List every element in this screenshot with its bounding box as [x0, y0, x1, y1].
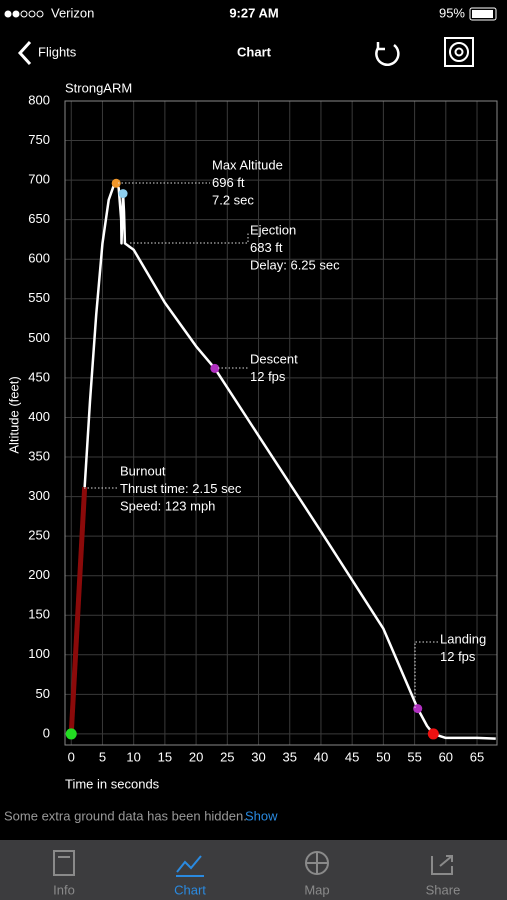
nav-title: Chart	[237, 44, 272, 59]
y-tick-label: 250	[28, 528, 50, 543]
x-tick-label: 40	[314, 749, 328, 764]
x-tick-label: 50	[376, 749, 390, 764]
annotation: Speed: 123 mph	[120, 498, 215, 513]
tab-info[interactable]: Info	[53, 882, 75, 897]
annotation: Descent	[250, 351, 298, 366]
annotation: Delay: 6.25 sec	[250, 257, 340, 272]
y-tick-label: 600	[28, 251, 50, 266]
tab-bar	[0, 840, 507, 900]
battery-text: 95%	[439, 5, 465, 20]
event-marker	[118, 189, 128, 199]
y-tick-label: 450	[28, 369, 50, 384]
battery-icon	[469, 7, 497, 21]
event-marker	[65, 728, 77, 740]
annotation: Max Altitude	[212, 157, 283, 172]
back-button[interactable]: Flights	[38, 44, 77, 59]
refresh-arrow	[376, 42, 385, 51]
y-tick-label: 0	[43, 725, 50, 740]
event-marker	[111, 178, 121, 188]
carrier: Verizon	[51, 5, 94, 20]
annotation: Landing	[440, 631, 486, 646]
leader-line	[130, 233, 249, 244]
x-tick-label: 0	[68, 749, 75, 764]
x-tick-label: 55	[407, 749, 421, 764]
y-tick-label: 100	[28, 646, 50, 661]
show-link[interactable]: Show	[245, 808, 278, 823]
x-tick-label: 20	[189, 749, 203, 764]
y-tick-label: 200	[28, 567, 50, 582]
y-tick-label: 650	[28, 211, 50, 226]
annotation: Thrust time: 2.15 sec	[120, 481, 242, 496]
annotation: 683 ft	[250, 240, 283, 255]
x-tick-label: 10	[126, 749, 140, 764]
y-tick-label: 500	[28, 330, 50, 345]
x-tick-label: 5	[99, 749, 106, 764]
x-tick-label: 60	[439, 749, 453, 764]
chart-title: StrongARM	[65, 80, 132, 95]
annotation: 12 fps	[250, 369, 286, 384]
annotation: Ejection	[250, 222, 296, 237]
y-tick-label: 400	[28, 409, 50, 424]
flight-line	[83, 182, 496, 740]
tab-share[interactable]: Share	[426, 882, 461, 897]
tab-chart[interactable]: Chart	[174, 882, 206, 897]
y-tick-label: 750	[28, 132, 50, 147]
y-tick-label: 150	[28, 607, 50, 622]
annotation: 7.2 sec	[212, 192, 254, 207]
back-icon[interactable]	[17, 40, 32, 66]
event-marker	[427, 728, 439, 740]
y-tick-label: 50	[36, 686, 50, 701]
y-tick-label: 800	[28, 92, 50, 107]
x-tick-label: 25	[220, 749, 234, 764]
battery-level	[472, 10, 493, 18]
leader-line	[414, 641, 438, 708]
tab-icons	[53, 850, 453, 877]
footer-note: Some extra ground data has been hidden.	[4, 808, 247, 823]
signal	[4, 10, 44, 18]
y-tick-label: 700	[28, 172, 50, 187]
y-tick-label: 350	[28, 448, 50, 463]
tab-map[interactable]: Map	[304, 882, 329, 897]
time: 9:27 AM	[229, 5, 278, 20]
x-tick-label: 15	[158, 749, 172, 764]
x-axis-label: Time in seconds	[65, 776, 160, 791]
x-tick-label: 45	[345, 749, 359, 764]
y-tick-label: 300	[28, 488, 50, 503]
event-marker	[210, 363, 220, 373]
plot-frame	[64, 100, 498, 746]
annotation: 696 ft	[212, 175, 245, 190]
settings-button[interactable]	[444, 37, 474, 67]
x-tick-label: 35	[283, 749, 297, 764]
event-marker	[413, 704, 423, 714]
x-tick-label: 30	[251, 749, 265, 764]
annotation: 12 fps	[440, 649, 476, 664]
refresh-button[interactable]	[375, 44, 400, 66]
y-tick-label: 550	[28, 290, 50, 305]
x-tick-label: 65	[470, 749, 484, 764]
y-axis-label: Altitude (feet)	[6, 376, 21, 453]
annotation: Burnout	[120, 463, 166, 478]
flight-line	[68, 486, 88, 735]
